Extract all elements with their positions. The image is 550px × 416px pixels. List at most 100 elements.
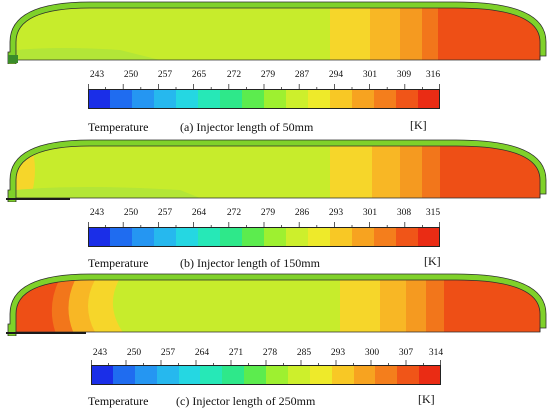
tick-labels-b: 243 250 257 264 272 279 286 293 301 308 … <box>0 138 550 224</box>
tick-label: 243 <box>89 70 105 80</box>
colorbar-band <box>176 227 198 247</box>
tick-label: 250 <box>123 70 139 80</box>
colorbar-a <box>88 89 440 109</box>
colorbar-band <box>287 365 310 385</box>
hot-band-3-a <box>400 8 422 60</box>
hot-core-c <box>444 280 540 332</box>
hot-band-2-c <box>380 280 406 332</box>
colorbar-band <box>308 89 330 109</box>
tick-label: 316 <box>425 70 441 80</box>
tick-label: 301 <box>362 70 378 80</box>
colorbar-band <box>178 365 201 385</box>
tick-label: 286 <box>294 208 310 218</box>
hot-band-4-a <box>422 8 438 60</box>
colorbar-band <box>198 89 220 109</box>
colorbar-band <box>200 365 223 385</box>
tick-label: 314 <box>428 348 444 358</box>
tick-label: 278 <box>262 348 278 358</box>
colorbar-b <box>88 227 440 247</box>
tick-label: 309 <box>396 70 412 80</box>
tick-label: 293 <box>328 208 344 218</box>
colorbar-band <box>286 89 308 109</box>
tick-label: 250 <box>126 348 142 358</box>
cold-zone-a <box>16 48 160 60</box>
colorbar-band <box>419 365 441 385</box>
hot-band-3-b <box>400 146 422 198</box>
colorbar-band <box>88 227 110 247</box>
tick-label: 279 <box>260 70 276 80</box>
colorbar-band <box>198 227 220 247</box>
colorbar-band <box>352 227 374 247</box>
injector-port-a <box>8 55 18 63</box>
colorbar-band <box>266 365 288 385</box>
hot-band-3-c <box>406 280 426 332</box>
tick-label: 279 <box>260 208 276 218</box>
panel-c: 243 250 257 264 271 278 285 293 300 307 … <box>0 272 550 410</box>
tick-label: 307 <box>398 348 414 358</box>
hot-band-2-b <box>372 146 400 198</box>
tick-label: 257 <box>157 70 173 80</box>
colorbar-band <box>330 227 352 247</box>
colorbar-band <box>156 365 179 385</box>
tick-label: 272 <box>226 208 242 218</box>
tick-labels-a: 243 250 257 265 272 279 287 294 301 309 … <box>0 0 550 86</box>
colorbar-band <box>134 365 157 385</box>
colorbar-band <box>220 89 242 109</box>
injector-c <box>6 332 86 334</box>
colorbar-band <box>220 227 242 247</box>
colorbar-band <box>154 227 176 247</box>
hot-core-b <box>440 146 540 198</box>
colorbar-band <box>264 227 286 247</box>
colorbar-band <box>309 365 332 385</box>
tick-label: 301 <box>362 208 378 218</box>
tick-label: 300 <box>364 348 380 358</box>
cold-zone-b <box>16 187 200 198</box>
colorbar-band <box>176 89 198 109</box>
unit-b: [K] <box>424 254 441 268</box>
tick-label: 308 <box>396 208 412 218</box>
colorbar-band <box>352 89 374 109</box>
colorbar-band <box>222 365 245 385</box>
tick-label: 272 <box>226 70 242 80</box>
injector-b <box>6 198 70 200</box>
legend-title-c: Temperature <box>88 394 149 408</box>
colorbar-band <box>242 89 264 109</box>
tick-label: 294 <box>328 70 344 80</box>
hot-band-1-b <box>330 146 372 198</box>
tick-label: 271 <box>228 348 244 358</box>
colorbar-c <box>91 365 441 385</box>
colorbar-band <box>132 227 154 247</box>
tick-label: 265 <box>191 70 207 80</box>
panel-a: 243 250 257 265 272 279 287 294 301 309 … <box>0 0 550 138</box>
tick-label: 264 <box>191 208 207 218</box>
caption-c: (c) Injector length of 250mm <box>176 394 316 408</box>
hot-band-1-a <box>330 8 370 60</box>
colorbar-band <box>242 227 264 247</box>
tick-label: 285 <box>296 348 312 358</box>
colorbar-band <box>91 365 113 385</box>
colorbar-band <box>375 365 398 385</box>
unit-c: [K] <box>418 392 435 406</box>
tick-label: 257 <box>160 348 176 358</box>
colorbar-band <box>396 89 418 109</box>
colorbar-band <box>110 227 132 247</box>
unit-a: [K] <box>410 118 427 132</box>
colorbar-band <box>110 89 132 109</box>
hot-band-1-c <box>340 280 380 332</box>
colorbar-band <box>397 365 420 385</box>
tick-label: 264 <box>194 348 210 358</box>
colorbar-band <box>154 89 176 109</box>
colorbar-band <box>286 227 308 247</box>
tick-label: 257 <box>157 208 173 218</box>
panel-b: 243 250 257 264 272 279 286 293 301 308 … <box>0 138 550 276</box>
colorbar-band <box>331 365 354 385</box>
caption-b: (b) Injector length of 150mm <box>180 256 320 270</box>
colorbar-band <box>374 227 396 247</box>
hot-band-4-b <box>422 146 440 198</box>
colorbar-band <box>353 365 376 385</box>
tick-labels-c: 243 250 257 264 271 278 285 293 300 307 … <box>0 272 550 358</box>
hot-band-2-a <box>370 8 400 60</box>
hot-band-4-c <box>426 280 444 332</box>
hot-core-a <box>438 8 540 60</box>
tank-contour-b <box>6 139 547 202</box>
